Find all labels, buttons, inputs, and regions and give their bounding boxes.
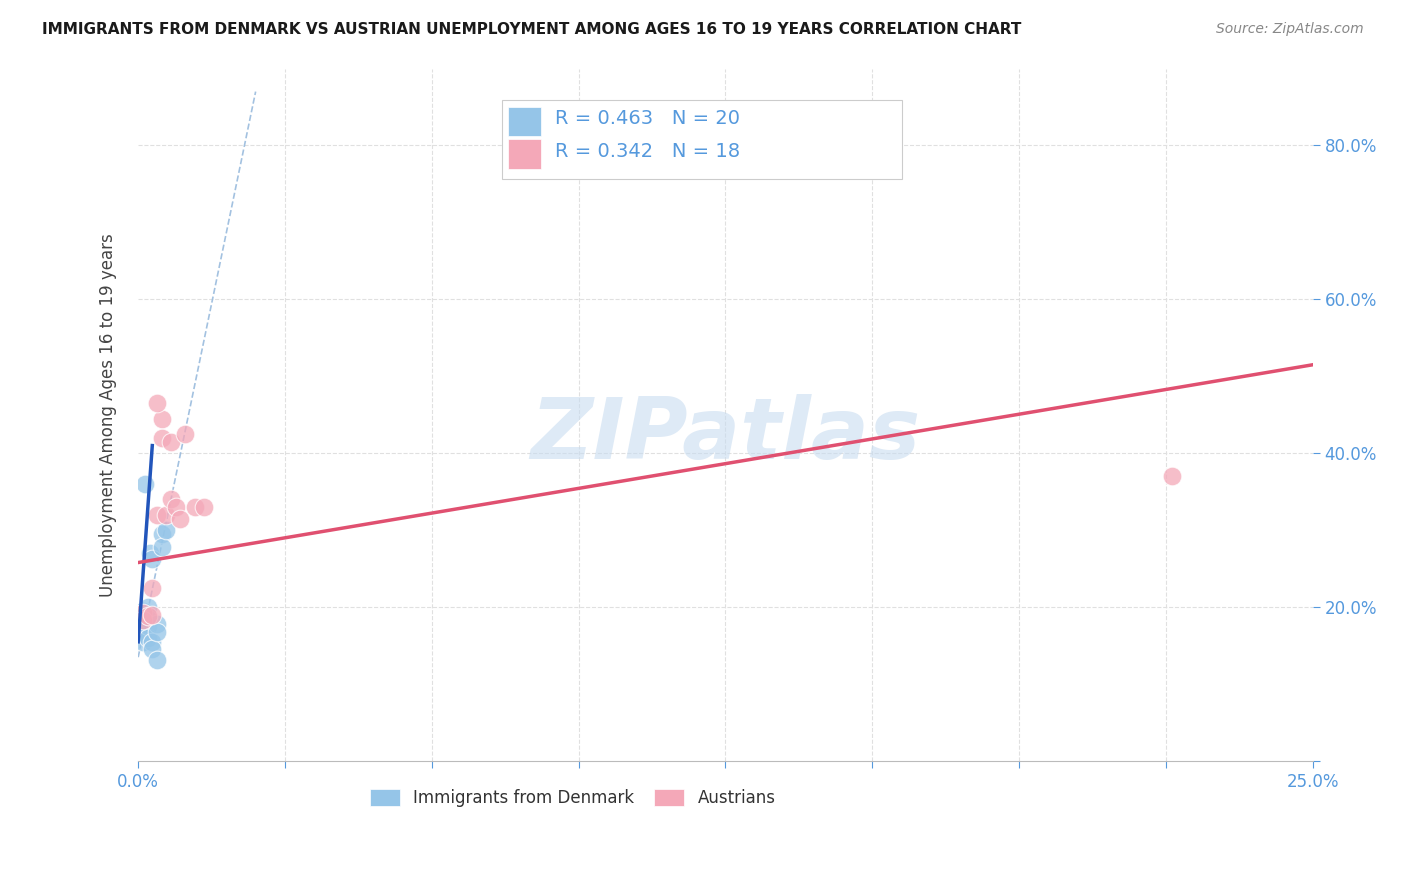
Y-axis label: Unemployment Among Ages 16 to 19 years: Unemployment Among Ages 16 to 19 years (100, 233, 117, 597)
Legend: Immigrants from Denmark, Austrians: Immigrants from Denmark, Austrians (361, 780, 785, 815)
Point (183, 500, 205, 515)
Point (136, 600, 159, 615)
Point (174, 427, 197, 442)
Text: ZIPatlas: ZIPatlas (530, 394, 921, 477)
Point (132, 613, 155, 627)
Point (165, 500, 187, 515)
Point (146, 508, 169, 522)
Point (150, 431, 173, 445)
Point (141, 642, 163, 657)
Text: Source: ZipAtlas.com: Source: ZipAtlas.com (1216, 22, 1364, 37)
Point (150, 411, 173, 425)
Point (132, 606, 155, 620)
Text: R = 0.463   N = 20: R = 0.463 N = 20 (555, 110, 740, 128)
Point (193, 500, 215, 515)
Point (146, 652, 169, 666)
Text: IMMIGRANTS FROM DENMARK VS AUSTRIAN UNEMPLOYMENT AMONG AGES 16 TO 19 YEARS CORRE: IMMIGRANTS FROM DENMARK VS AUSTRIAN UNEM… (42, 22, 1022, 37)
FancyBboxPatch shape (502, 100, 901, 179)
Point (146, 617, 169, 632)
Text: R = 0.342   N = 18: R = 0.342 N = 18 (555, 142, 740, 161)
FancyBboxPatch shape (508, 107, 541, 136)
Point (160, 434, 183, 449)
FancyBboxPatch shape (508, 139, 541, 169)
Point (155, 523, 177, 537)
Point (132, 612, 155, 626)
Point (146, 396, 169, 410)
Point (1160, 469, 1182, 483)
Point (141, 581, 163, 595)
Point (136, 619, 159, 633)
Point (150, 540, 173, 554)
Point (136, 612, 159, 626)
Point (169, 511, 191, 525)
Point (136, 609, 159, 624)
Point (132, 627, 155, 641)
Point (160, 492, 183, 507)
Point (155, 508, 177, 522)
Point (139, 546, 162, 560)
Point (132, 619, 155, 633)
Point (141, 635, 163, 649)
Point (150, 527, 173, 541)
Point (132, 635, 155, 649)
Point (141, 607, 163, 622)
Point (134, 477, 156, 491)
Point (146, 624, 169, 639)
Point (141, 552, 163, 566)
Point (132, 604, 155, 618)
Point (136, 631, 159, 645)
